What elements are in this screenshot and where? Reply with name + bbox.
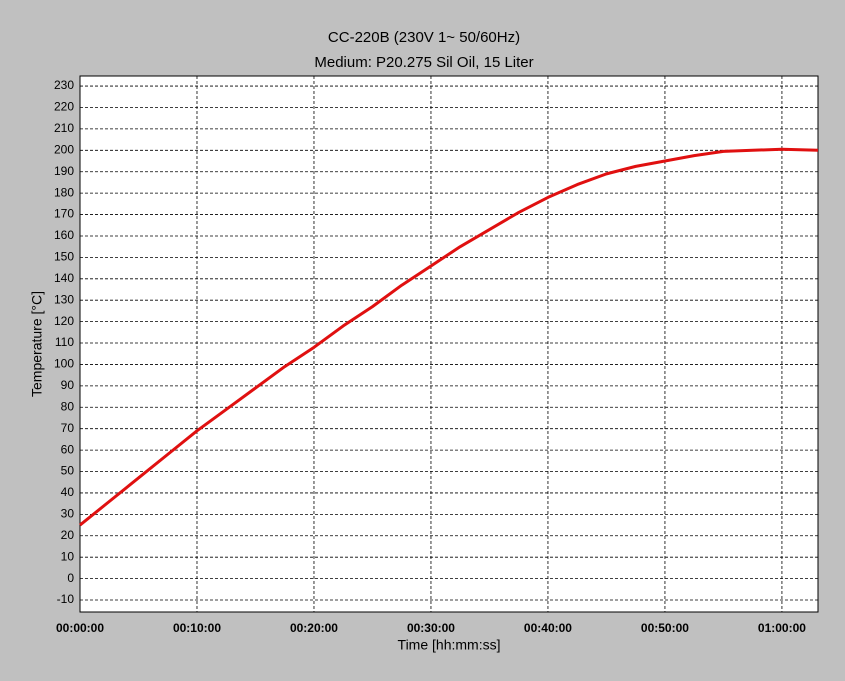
y-tick-label: 90 [61, 378, 75, 392]
y-tick-label: 140 [54, 271, 74, 285]
y-tick-label: 110 [55, 335, 74, 349]
y-tick-label: 230 [54, 78, 74, 92]
x-tick-label: 00:40:00 [524, 621, 572, 635]
y-tick-label: 50 [61, 464, 75, 478]
y-axis-label: Temperature [°C] [29, 291, 45, 397]
y-tick-label: 170 [54, 207, 74, 221]
y-tick-label: 20 [61, 528, 75, 542]
y-tick-label: 10 [61, 549, 75, 563]
y-tick-label: 40 [61, 485, 75, 499]
y-tick-label: 30 [61, 507, 75, 521]
y-tick-label: 220 [54, 100, 74, 114]
y-tick-label: -10 [57, 592, 75, 606]
chart-title: CC-220B (230V 1~ 50/60Hz) [328, 29, 520, 46]
chart-subtitle: Medium: P20.275 Sil Oil, 15 Liter [314, 54, 533, 71]
y-tick-label: 130 [54, 292, 74, 306]
y-tick-label: 180 [54, 185, 74, 199]
x-tick-label: 00:30:00 [407, 621, 455, 635]
y-tick-label: 70 [61, 421, 75, 435]
y-tick-label: 120 [54, 314, 74, 328]
y-tick-label: 210 [54, 121, 74, 135]
x-axis-label: Time [hh:mm:ss] [398, 637, 501, 653]
y-tick-label: 60 [61, 442, 75, 456]
y-tick-label: 0 [67, 571, 74, 585]
line-series [79, 147, 819, 527]
x-tick-label: 00:20:00 [290, 621, 338, 635]
y-tick-label: 80 [61, 399, 75, 413]
plot-border [79, 75, 819, 613]
x-tick-label: 00:00:00 [56, 621, 104, 635]
y-tick-label: 200 [54, 142, 74, 156]
x-tick-label: 01:00:00 [758, 621, 806, 635]
x-tick-label: 00:50:00 [641, 621, 689, 635]
x-tick-label: 00:10:00 [173, 621, 221, 635]
plot-area [80, 76, 818, 612]
y-tick-label: 150 [54, 250, 74, 264]
y-tick-label: 100 [54, 357, 74, 371]
y-tick-label: 190 [54, 164, 74, 178]
y-tick-label: 160 [54, 228, 74, 242]
